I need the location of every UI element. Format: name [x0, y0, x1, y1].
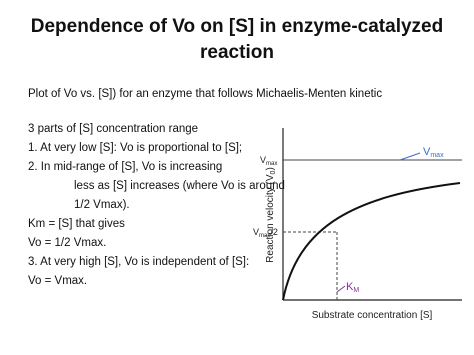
y-axis-label: Reaction velocity (V0): [265, 167, 277, 263]
text-line: 1/2 Vmax).: [74, 199, 130, 211]
km-label: KM: [346, 281, 359, 294]
text-line: Vo = Vmax.: [28, 275, 88, 287]
curve: [282, 182, 461, 301]
text-line: 3. At very high [S], Vo is independent o…: [28, 256, 250, 268]
vmax-tick: Vmax: [260, 155, 277, 167]
vmax-label: Vmax: [423, 146, 444, 159]
x-axis-label: Substrate concentration [S]: [312, 310, 433, 321]
pointer: [336, 285, 346, 293]
text-line: 2. In mid-range of [S], Vo is increasing: [28, 161, 223, 173]
pointer: [399, 152, 421, 161]
intro: Plot of Vo vs. [S]) for an enzyme that f…: [28, 88, 383, 100]
title: Dependence of Vo on [S] in enzyme-cataly…: [30, 16, 444, 37]
text-line: less as [S] increases (where Vo is aroun…: [74, 180, 285, 192]
text-line: 1. At very low [S]: Vo is proportional t…: [28, 142, 243, 154]
title: reaction: [200, 42, 274, 63]
text-line: Km = [S] that gives: [28, 218, 125, 230]
text-line: Vo = 1/2 Vmax.: [28, 237, 107, 249]
half-vmax-tick: Vmax/2: [253, 227, 278, 239]
text-line: 3 parts of [S] concentration range: [28, 123, 199, 135]
